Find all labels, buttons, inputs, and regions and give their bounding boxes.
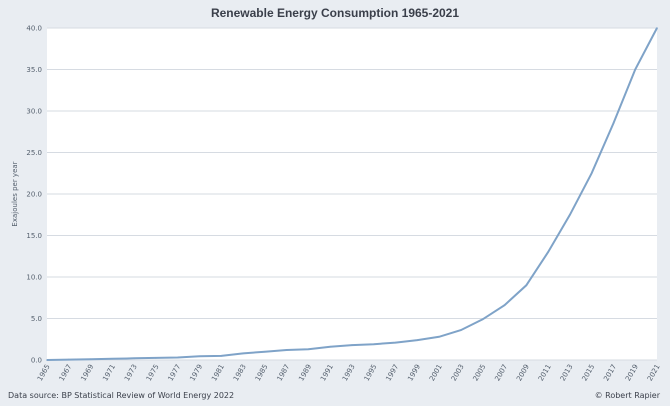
- data-point: [525, 284, 528, 287]
- data-point: [176, 356, 179, 359]
- data-point: [242, 352, 244, 355]
- x-tick-label: 1987: [276, 363, 292, 382]
- x-tick-label: 1983: [232, 363, 248, 382]
- x-tick-label: 1965: [36, 363, 52, 382]
- x-tick-label: 1989: [297, 363, 313, 382]
- data-point: [67, 358, 70, 361]
- data-point: [460, 329, 462, 331]
- x-tick-label: 2017: [602, 363, 618, 382]
- x-tick-labels: 1965 1967 1969 1971 1973 1975 1977 1979 1981 1983…: [36, 363, 662, 382]
- x-tick-label: 1975: [145, 363, 161, 382]
- x-tick-label: 1979: [188, 363, 204, 382]
- y-tick-label: 5.0: [31, 315, 42, 323]
- data-point: [634, 68, 637, 71]
- x-tick-label: 2013: [559, 363, 575, 382]
- data-point: [416, 339, 419, 341]
- x-tick-label: 1993: [341, 363, 357, 382]
- x-tick-label: 2019: [624, 363, 640, 382]
- y-axis-label: Exajoules per year: [11, 161, 19, 226]
- x-tick-label: 1997: [384, 363, 400, 382]
- x-tick-label: 1999: [406, 363, 422, 382]
- data-point: [155, 357, 157, 359]
- x-tick-label: 2009: [515, 363, 531, 382]
- x-tick-label: 2001: [428, 363, 444, 382]
- x-tick-label: 2011: [537, 363, 553, 382]
- data-point: [394, 341, 397, 344]
- data-point: [612, 122, 615, 125]
- data-source-note: Data source: BP Statistical Review of Wo…: [8, 391, 235, 400]
- y-tick-label: 15.0: [26, 232, 42, 240]
- data-point: [46, 359, 48, 361]
- credit-note: © Robert Rapier: [594, 391, 660, 400]
- y-tick-label: 25.0: [26, 149, 42, 157]
- x-tick-label: 1967: [58, 363, 74, 382]
- x-tick-label: 2007: [493, 363, 509, 382]
- x-tick-label: 2005: [472, 363, 488, 382]
- x-tick-label: 1969: [79, 363, 95, 382]
- x-tick-label: 1985: [254, 363, 270, 382]
- x-tick-label: 1995: [363, 363, 379, 382]
- x-tick-label: 1971: [101, 363, 117, 382]
- data-points: [46, 27, 658, 361]
- y-tick-label: 30.0: [26, 108, 42, 116]
- data-point: [220, 355, 223, 357]
- data-point: [438, 335, 440, 338]
- data-point: [329, 345, 332, 348]
- data-point: [590, 172, 593, 175]
- data-point: [89, 358, 92, 360]
- y-tick-label: 20.0: [26, 191, 42, 199]
- x-tick-label: 1973: [123, 363, 139, 382]
- data-point: [503, 304, 506, 307]
- data-point: [481, 318, 484, 321]
- x-tick-label: 2015: [581, 363, 597, 382]
- data-point: [351, 344, 353, 346]
- gridlines: [47, 27, 657, 361]
- y-tick-label: 35.0: [26, 66, 42, 74]
- data-point: [307, 348, 310, 351]
- data-point: [547, 251, 549, 253]
- y-tick-labels: 0.0 5.0 10.0 15.0 20.0 25.0 30.0 35.0 40.0: [26, 25, 42, 365]
- x-tick-label: 1977: [167, 363, 183, 382]
- y-tick-label: 10.0: [26, 274, 42, 282]
- data-point: [569, 213, 571, 216]
- y-tick-label: 0.0: [31, 357, 42, 365]
- data-point: [372, 343, 375, 346]
- x-tick-label: 2021: [646, 363, 662, 382]
- data-point: [285, 349, 288, 351]
- data-point: [111, 357, 114, 360]
- data-point: [264, 350, 266, 353]
- y-tick-label: 40.0: [26, 25, 42, 33]
- chart-title: Renewable Energy Consumption 1965-2021: [210, 6, 460, 20]
- data-point: [198, 355, 201, 358]
- data-point: [656, 27, 658, 29]
- x-tick-label: 1981: [210, 363, 226, 382]
- x-tick-label: 1991: [319, 363, 335, 382]
- x-tick-label: 2003: [450, 363, 466, 382]
- data-point: [133, 357, 135, 360]
